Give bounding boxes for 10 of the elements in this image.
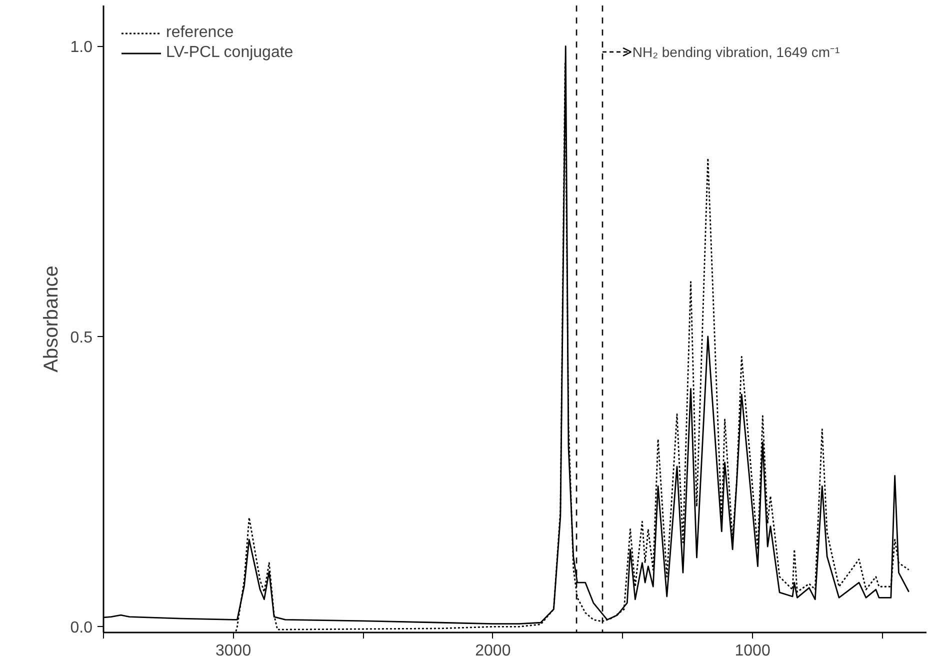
legend-label: LV-PCL conjugate xyxy=(166,44,294,62)
legend-label: reference xyxy=(166,24,234,42)
y-tick-label: 1.0 xyxy=(70,39,93,56)
x-tick-label: 3000 xyxy=(216,642,252,660)
x-tick-label: 1000 xyxy=(734,642,770,660)
y-axis-title: Absorbance xyxy=(40,266,62,372)
y-tick-label: 0.5 xyxy=(70,329,93,346)
x-tick-label: 2000 xyxy=(475,642,511,660)
annotation: NH₂ bending vibration, 1649 cm⁻¹ xyxy=(632,44,840,60)
y-tick-label: 0.0 xyxy=(70,620,93,637)
